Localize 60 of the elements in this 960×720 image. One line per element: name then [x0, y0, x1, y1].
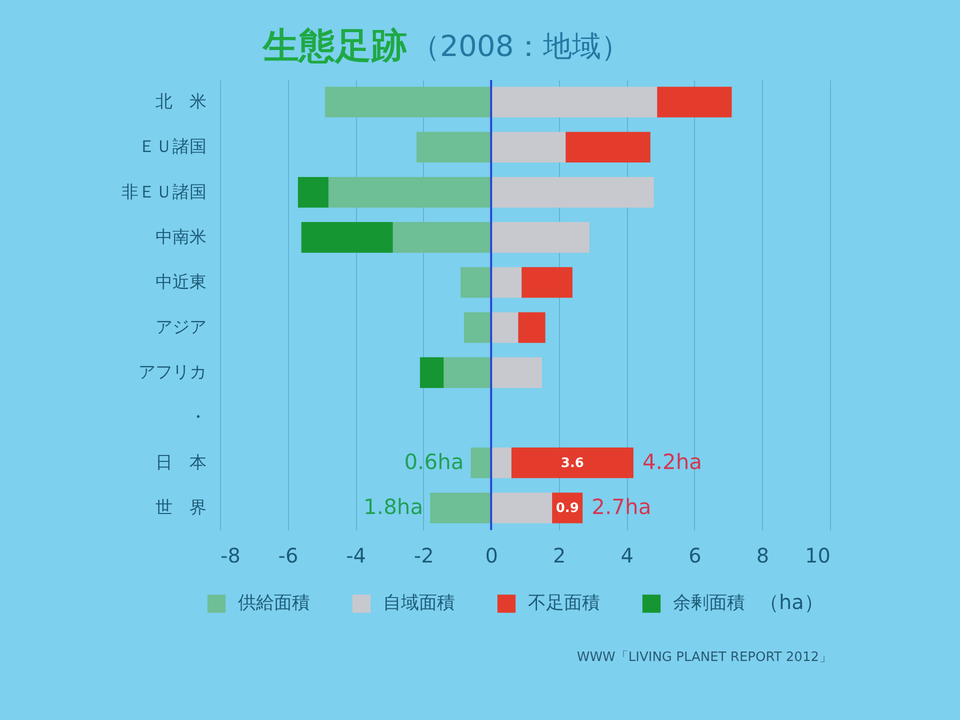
annotation: 1.8ha [364, 494, 424, 519]
legend-label: 余剰面積 [673, 592, 745, 614]
bar [444, 357, 492, 388]
bar [470, 447, 492, 478]
chart-title: 生態足跡 [262, 26, 407, 67]
bar [460, 267, 492, 298]
x-tick-label: -2 [414, 544, 434, 568]
bar [392, 222, 492, 253]
x-tick-label: 10 [805, 544, 830, 568]
bar [491, 132, 566, 163]
x-tick-label: -8 [220, 544, 240, 568]
x-tick-label: 2 [553, 544, 566, 568]
bar [298, 176, 328, 208]
bar [325, 86, 492, 118]
bar [464, 312, 492, 343]
y-tick-label: 世 界 [156, 498, 206, 518]
data-label: 3.6 [560, 456, 584, 471]
bar [491, 357, 542, 388]
chart-subtitle: （2008：地域） [411, 29, 630, 63]
bar [518, 312, 546, 343]
y-tick-label: ・ [190, 408, 206, 428]
legend-title: （ha） [759, 590, 824, 614]
y-tick-label: 中南米 [156, 227, 206, 248]
x-tick-label: 0 [485, 544, 498, 568]
text: WWW「LIVING PLANET REPORT 2012」 [576, 650, 832, 665]
bar [491, 222, 590, 253]
bar [328, 176, 492, 208]
y-tick-label: アジア [156, 318, 206, 338]
y-tick-label: 北 米 [156, 92, 206, 112]
y-tick-label: 日 本 [156, 452, 206, 473]
legend-label: 自域面積 [383, 592, 455, 614]
x-tick-label: 6 [688, 544, 702, 568]
legend-label: 不足面積 [528, 592, 600, 614]
bar [657, 86, 732, 118]
bar [491, 492, 552, 524]
bar [491, 176, 654, 208]
bar [566, 132, 650, 163]
x-tick-label: 8 [756, 544, 770, 568]
bar [491, 86, 658, 118]
bar [430, 492, 492, 524]
x-tick-label: -6 [278, 544, 298, 568]
data-label: 0.9 [556, 500, 579, 516]
y-tick-label: 中近東 [156, 272, 206, 292]
bar [491, 447, 512, 478]
annotation: 0.6ha [404, 450, 464, 474]
bar [522, 267, 572, 298]
y-tick-label: 非ＥＵ諸国 [122, 182, 206, 202]
bar [416, 132, 492, 163]
x-tick-label: 4 [620, 544, 634, 568]
annotation: 2.7ha [592, 494, 652, 519]
annotation: 4.2ha [642, 450, 702, 474]
y-tick-label: アフリカ [138, 362, 206, 383]
bar [301, 222, 393, 253]
bar [420, 357, 444, 388]
bar [491, 312, 518, 343]
bar [491, 267, 522, 298]
y-tick-label: ＥＵ諸国 [138, 137, 206, 158]
x-tick-label: -4 [346, 544, 366, 568]
bar [511, 447, 634, 478]
legend-label: 供給面積 [238, 592, 310, 614]
